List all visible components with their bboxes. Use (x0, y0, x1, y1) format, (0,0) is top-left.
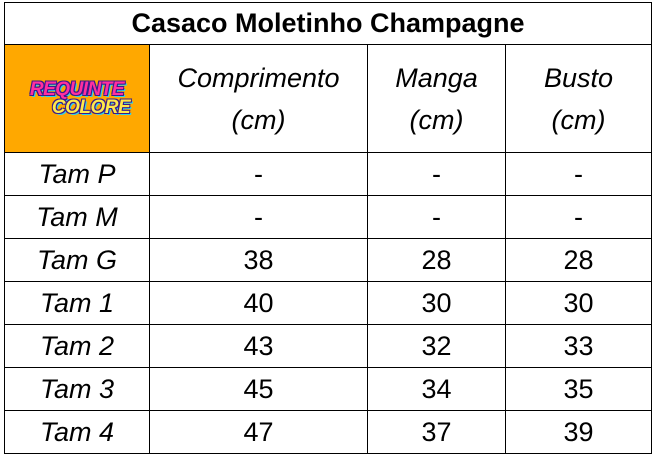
measure-cell: 45 (149, 367, 368, 411)
size-label: Tam 2 (4, 324, 150, 368)
size-label: Tam M (4, 195, 150, 239)
size-label: Tam P (4, 152, 150, 196)
size-row: Tam 2 43 32 33 (4, 324, 652, 368)
column-name: Manga (395, 62, 478, 93)
size-label: Tam 3 (4, 367, 150, 411)
title-row: Casaco Moletinho Champagne (4, 2, 652, 45)
size-label: Tam 4 (4, 410, 150, 454)
size-row: Tam P--- (4, 152, 652, 196)
size-row: Tam G 38 28 28 (4, 238, 652, 282)
size-label: Tam 1 (4, 281, 150, 325)
measure-cell: 34 (367, 367, 506, 411)
size-row: Tam 1 40 30 30 (4, 281, 652, 325)
measure-cell: 38 (149, 238, 368, 282)
logo-text: REQUINTE COLORE (5, 78, 149, 118)
logo-line: REQUINTE (29, 78, 125, 100)
column-header: Comprimento (cm) (149, 44, 368, 153)
size-label: Tam G (4, 238, 150, 282)
measure-cell: 30 (367, 281, 506, 325)
size-table: Casaco Moletinho Champagne REQUINTE COLO… (4, 2, 652, 454)
logo-line: COLORE (51, 96, 131, 118)
column-unit: (cm) (231, 104, 286, 135)
measure-cell: 40 (149, 281, 368, 325)
column-header: Manga (cm) (367, 44, 506, 153)
measure-cell: 43 (149, 324, 368, 368)
measure-cell: 37 (367, 410, 506, 454)
table-title: Casaco Moletinho Champagne (4, 2, 652, 45)
measure-cell: 28 (367, 238, 506, 282)
measure-cell: - (505, 195, 652, 239)
measure-cell: 32 (367, 324, 506, 368)
measure-cell: 39 (505, 410, 652, 454)
measure-cell: - (149, 195, 368, 239)
measure-cell: - (149, 152, 368, 196)
size-row: Tam 4 47 37 39 (4, 410, 652, 454)
table-body: Casaco Moletinho Champagne REQUINTE COLO… (4, 2, 652, 454)
header-row: REQUINTE COLORE Comprimento (cm) Manga (cm)… (4, 44, 652, 153)
measure-cell: 47 (149, 410, 368, 454)
column-name: Busto (543, 62, 614, 93)
measure-cell: 35 (505, 367, 652, 411)
measure-cell: - (367, 195, 506, 239)
size-row: Tam 3 45 34 35 (4, 367, 652, 411)
measure-cell: 28 (505, 238, 652, 282)
measure-cell: 33 (505, 324, 652, 368)
column-name: Comprimento (177, 62, 340, 93)
column-unit: (cm) (551, 104, 606, 135)
measure-cell: - (505, 152, 652, 196)
measure-cell: 30 (505, 281, 652, 325)
column-header: Busto (cm) (505, 44, 652, 153)
column-unit: (cm) (409, 104, 464, 135)
measure-cell: - (367, 152, 506, 196)
logo: REQUINTE COLORE (4, 44, 150, 153)
size-row: Tam M--- (4, 195, 652, 239)
